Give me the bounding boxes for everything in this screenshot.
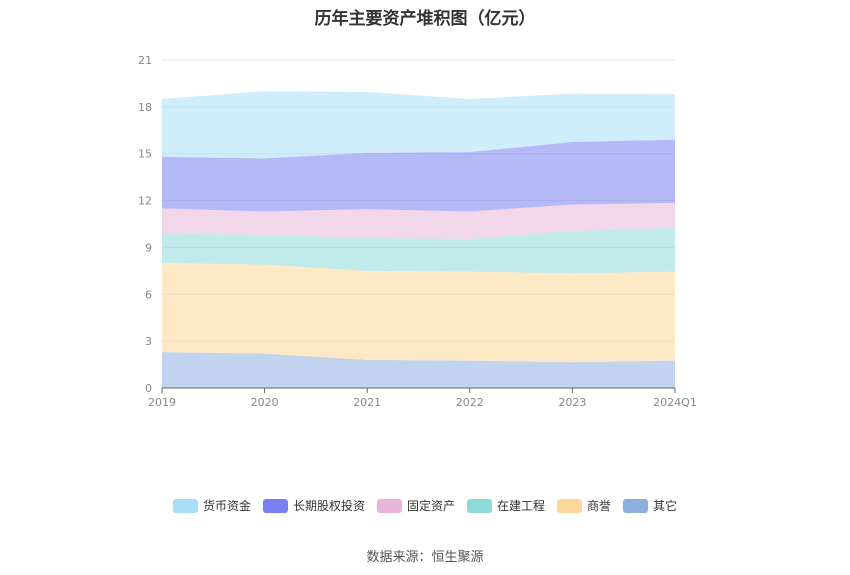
data-source: 数据来源：恒生聚源 (366, 550, 484, 565)
legend-label: 长期股权投资 (292, 499, 365, 513)
legend-item[interactable]: 长期股权投资 (262, 497, 365, 514)
legend-label: 货币资金 (202, 499, 251, 513)
x-tick-label: 2024Q1 (653, 396, 697, 409)
area-series-2 (162, 227, 675, 274)
y-tick-label: 3 (145, 335, 152, 348)
legend-swatch (467, 498, 492, 513)
legend: 货币资金 长期股权投资 固定资产 在建工程 商誉 其它 (0, 497, 850, 514)
x-tick-label: 2021 (353, 396, 381, 409)
legend-label: 在建工程 (497, 499, 546, 513)
legend-swatch (376, 498, 402, 513)
area-series-5 (162, 91, 675, 159)
area-series-3 (162, 202, 675, 239)
legend-item[interactable]: 货币资金 (172, 497, 251, 514)
y-tick-label: 6 (145, 288, 152, 301)
x-tick-label: 2020 (251, 396, 279, 409)
x-tick-label: 2022 (456, 396, 484, 409)
legend-swatch (262, 498, 288, 513)
area-series-0 (162, 352, 675, 388)
y-tick-label: 15 (138, 148, 152, 161)
area-series (162, 91, 675, 388)
y-tick-label: 12 (138, 195, 152, 208)
legend-label: 商誉 (587, 499, 612, 513)
legend-item[interactable]: 在建工程 (467, 497, 545, 514)
legend-item[interactable]: 其它 (623, 497, 677, 514)
area-series-4 (162, 139, 675, 212)
legend-label: 固定资产 (406, 499, 455, 513)
chart-title: 历年主要资产堆积图（亿元） (314, 9, 536, 29)
x-tick-label: 2019 (148, 396, 176, 409)
stacked-area-chart: 0 3 6 9 12 15 18 21 2019 2020 2021 2022 2023 2024Q1 (138, 54, 697, 409)
legend-swatch (557, 498, 583, 513)
y-tick-label: 21 (138, 54, 152, 67)
area-series-1 (162, 263, 675, 363)
legend-item[interactable]: 商誉 (557, 497, 611, 514)
legend-swatch (623, 498, 649, 513)
legend-swatch (172, 498, 198, 513)
x-tick-label: 2023 (558, 396, 586, 409)
legend-item[interactable]: 固定资产 (376, 497, 455, 514)
y-tick-label: 18 (138, 101, 152, 114)
legend-label: 其它 (653, 499, 678, 513)
y-tick-label: 9 (145, 241, 152, 254)
y-tick-label: 0 (145, 382, 152, 395)
axes: 0 3 6 9 12 15 18 21 2019 2020 2021 2022 2023 2024Q1 (138, 54, 697, 409)
